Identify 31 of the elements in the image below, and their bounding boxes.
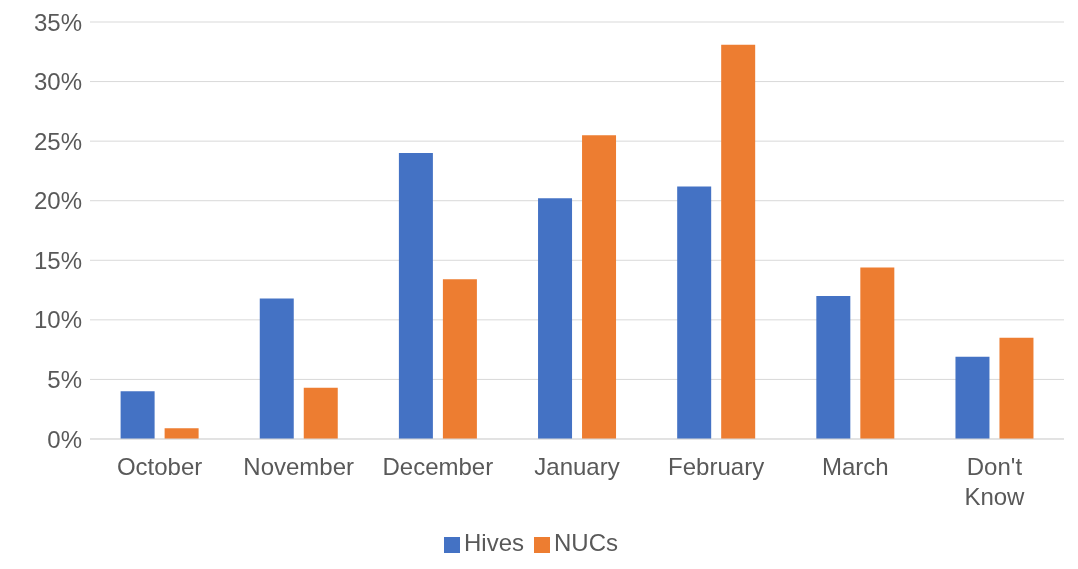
x-tick-label: November <box>243 453 355 480</box>
y-tick-label: 30% <box>33 68 82 96</box>
x-tick-label: January <box>534 453 620 480</box>
y-tick-label: 10% <box>33 306 82 334</box>
bar <box>721 44 756 439</box>
x-tick-label: Don't Know <box>964 453 1026 510</box>
bar <box>164 428 199 439</box>
y-tick-label: 35% <box>33 8 82 36</box>
y-tick-label: 25% <box>33 127 82 155</box>
bar <box>120 391 155 439</box>
bar <box>582 135 617 439</box>
bar <box>999 337 1034 439</box>
y-tick-label: 0% <box>47 425 82 453</box>
bar <box>677 186 712 439</box>
x-tick-label: December <box>382 453 494 480</box>
bar <box>259 298 294 439</box>
bar <box>816 296 851 439</box>
bar <box>860 267 895 439</box>
bar <box>538 198 573 439</box>
y-tick-label: 15% <box>33 246 82 274</box>
y-tick-label: 20% <box>33 187 82 215</box>
bar <box>442 279 477 439</box>
bar <box>955 356 990 439</box>
x-tick-label: February <box>668 453 765 480</box>
bar <box>398 153 433 439</box>
x-tick-label: March <box>821 453 889 480</box>
bar <box>303 387 338 439</box>
legend-label: NUCs <box>554 529 618 556</box>
legend-label: Hives <box>463 529 524 556</box>
y-tick-label: 5% <box>47 365 82 393</box>
x-tick-label: October <box>116 453 203 480</box>
